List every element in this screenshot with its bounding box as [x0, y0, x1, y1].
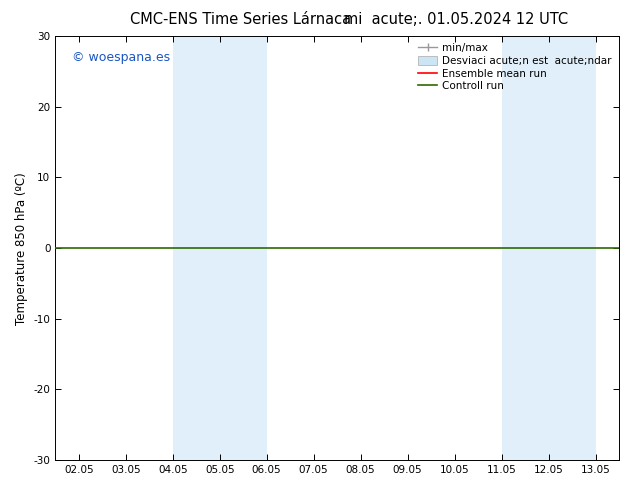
Text: CMC-ENS Time Series Lárnaca: CMC-ENS Time Series Lárnaca [131, 12, 351, 27]
Bar [501, 36, 595, 460]
Legend: min/max, Desviaci acute;n est  acute;ndar, Ensemble mean run, Controll run: min/max, Desviaci acute;n est acute;ndar… [416, 41, 614, 93]
Bar [172, 36, 267, 460]
Y-axis label: Temperature 850 hPa (ºC): Temperature 850 hPa (ºC) [15, 172, 28, 324]
Text: © woespana.es: © woespana.es [72, 51, 171, 64]
Text: mi  acute;. 01.05.2024 12 UTC: mi acute;. 01.05.2024 12 UTC [344, 12, 569, 27]
